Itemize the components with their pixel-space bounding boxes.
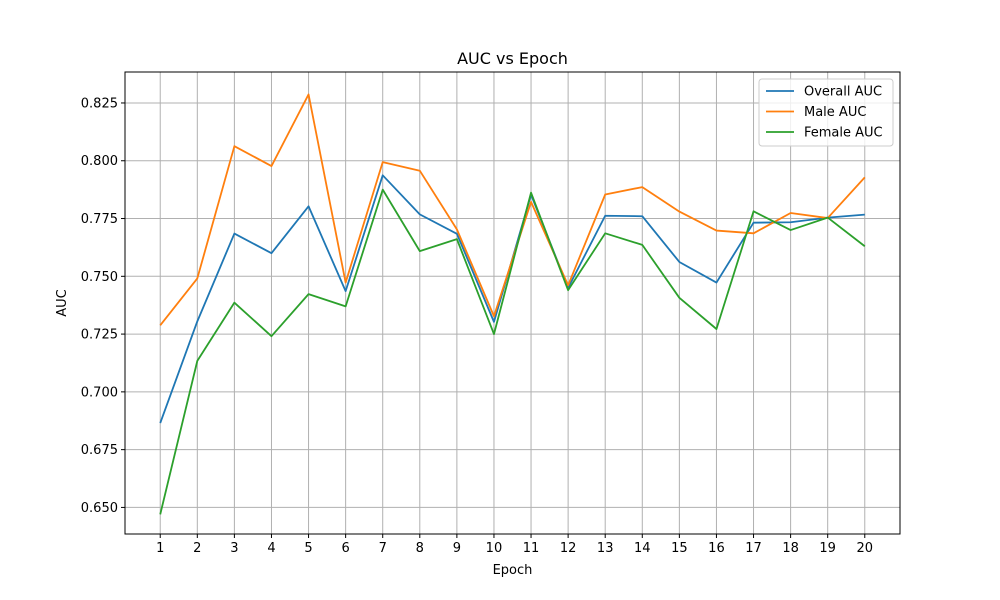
y-tick-label: 0.800	[81, 154, 118, 169]
x-tick-label: 4	[267, 541, 275, 556]
x-tick-label: 2	[193, 541, 201, 556]
y-axis-ticks: 0.650 0.675 0.700 0.725 0.750 0.775 0.800 0.825	[81, 96, 125, 516]
x-tick-label: 14	[634, 541, 651, 556]
legend: Overall AUC Male AUC Female AUC	[758, 78, 894, 147]
x-tick-label: 9	[453, 541, 461, 556]
x-tick-label: 10	[486, 541, 503, 556]
x-tick-label: 12	[560, 541, 577, 556]
y-tick-label: 0.725	[81, 328, 118, 343]
x-tick-label: 13	[597, 541, 614, 556]
y-tick-label: 0.775	[81, 212, 118, 227]
x-tick-label: 18	[782, 541, 799, 556]
y-tick-label: 0.675	[81, 443, 118, 458]
x-tick-label: 19	[819, 541, 836, 556]
x-tick-label: 15	[671, 541, 688, 556]
legend-label: Female AUC	[804, 126, 883, 141]
x-axis-ticks: 1 2 3 4 5 6 7 8 9 10 11 12 13 14 15 16 17 18 19 20	[156, 534, 873, 556]
series-line-female-auc	[159, 188, 866, 515]
chart-title: AUC vs Epoch	[457, 49, 568, 68]
x-tick-label: 16	[708, 541, 725, 556]
y-tick-label: 0.650	[81, 501, 118, 516]
y-tick-label: 0.700	[81, 385, 118, 400]
y-tick-label: 0.750	[81, 270, 118, 285]
x-tick-label: 17	[745, 541, 762, 556]
x-tick-label: 11	[523, 541, 540, 556]
x-tick-label: 5	[304, 541, 312, 556]
legend-label: Overall AUC	[804, 85, 882, 100]
x-axis-title: Epoch	[493, 563, 533, 578]
x-tick-label: 6	[341, 541, 349, 556]
y-tick-label: 0.825	[81, 96, 118, 111]
x-tick-label: 3	[230, 541, 238, 556]
legend-box	[758, 78, 894, 147]
y-axis-title: AUC	[55, 289, 70, 317]
x-tick-label: 20	[856, 541, 873, 556]
series-lines	[159, 93, 866, 515]
x-tick-label: 8	[416, 541, 424, 556]
legend-label: Male AUC	[804, 105, 866, 120]
plot-frame	[124, 71, 901, 535]
x-tick-label: 1	[156, 541, 164, 556]
x-tick-label: 7	[379, 541, 387, 556]
